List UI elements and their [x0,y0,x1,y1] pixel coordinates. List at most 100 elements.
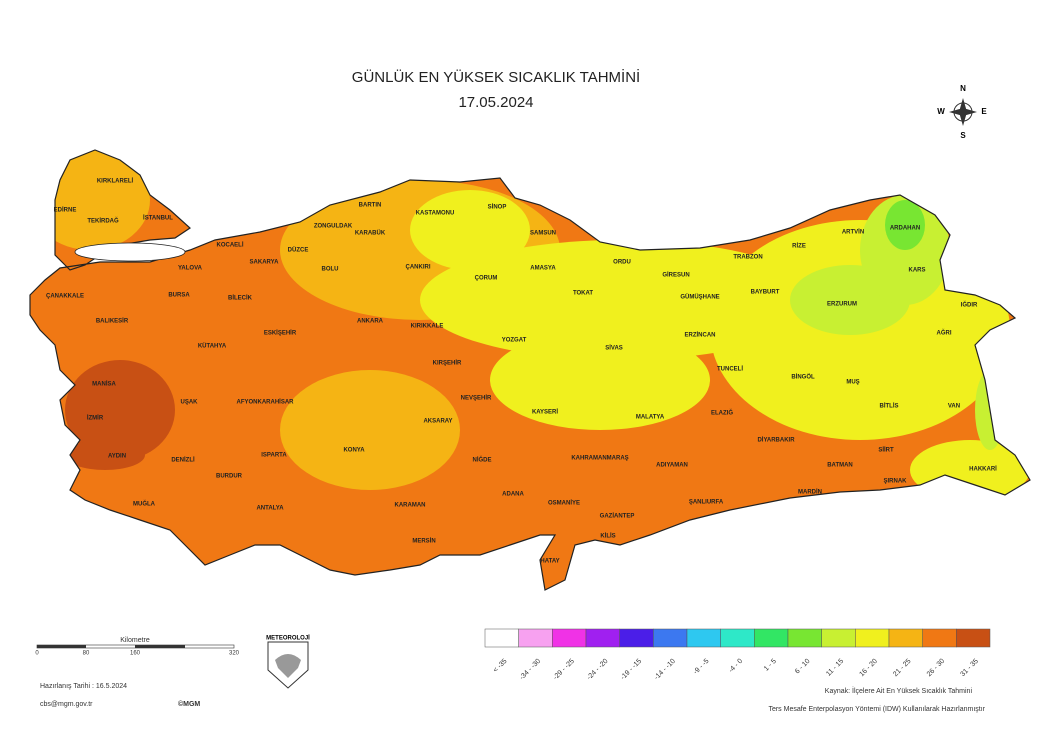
province-label: IĞDIR [961,301,978,309]
province-label: DÜZCE [288,247,309,254]
province-label: OSMANİYE [548,500,580,507]
province-label: BAYBURT [751,290,780,296]
legend-swatch [956,628,991,648]
legend-label: -14 - -10 [653,658,677,682]
email: cbs@mgm.gov.tr [40,701,93,708]
legend-swatch [754,628,789,648]
scale-bar: Kilometre 0 80 160 320 [35,637,239,657]
province-label: ESKİŞEHİR [264,330,297,337]
province-label: EDİRNE [54,207,77,214]
province-label: MANİSA [92,381,116,388]
province-label: TUNCELİ [717,366,743,373]
legend-swatch [619,628,654,648]
province-label: KIRŞEHİR [433,360,462,367]
prepared-date: Hazırlanış Tarihi : 16.5.2024 [40,683,127,690]
province-label: KAYSERİ [532,409,558,416]
compass-w: W [937,107,945,116]
compass-s: S [960,131,966,140]
province-label: NEVŞEHİR [461,395,492,402]
province-label: SİVAS [605,345,623,352]
province-label: ORDU [613,260,631,266]
province-label: SAKARYA [250,260,280,266]
province-label: TRABZON [733,255,762,261]
scale-unit: Kilometre [120,637,150,644]
province-label: KONYA [343,448,365,454]
province-label: HATAY [540,559,559,565]
legend-swatch [922,628,957,648]
legend-label: < -35 [492,658,508,674]
province-label: AFYONKARAHİSAR [237,399,295,406]
province-label: AYDIN [108,454,126,460]
province-label: KARS [908,268,925,274]
province-label: SİİRT [878,447,894,454]
temperature-map [29,149,1031,591]
map-date: 17.05.2024 [458,94,533,111]
legend-label: 16 - 20 [859,658,879,678]
province-label: GİRESUN [662,272,689,279]
province-label: BATMAN [827,463,853,469]
province-label: UŞAK [180,400,198,406]
legend-swatch [518,628,553,648]
province-label: BALIKESİR [96,318,129,325]
legend-swatch [821,628,856,648]
province-label: İZMİR [87,415,104,422]
province-label: ELAZIĞ [711,409,733,417]
province-label: ÇANAKKALE [46,294,84,300]
province-label: BİNGÖL [791,374,815,381]
province-label: TEKİRDAĞ [87,217,119,225]
legend-swatch [888,628,923,648]
province-label: ŞANLIURFA [689,500,724,506]
province-label: MALATYA [636,415,665,421]
province-label: HAKKARİ [969,466,997,473]
copyright: ©MGM [178,700,200,708]
province-label: ERZİNCAN [685,332,716,339]
legend: < -35 -34 - -30 -29 - -25 -24 - -20 -19 - -1… [484,628,991,682]
legend-label: 1 - 5 [763,658,778,673]
logo: METEOROLOJİ [266,635,310,689]
province-label: DENİZLİ [171,457,195,464]
province-label: MUŞ [846,380,859,386]
legend-swatch [720,628,755,648]
province-label: ARDAHAN [890,226,920,232]
province-label: VAN [948,404,960,410]
province-label: ISPARTA [261,453,287,459]
compass-e: E [981,107,987,116]
legend-label: -34 - -30 [519,658,543,682]
legend-swatch [653,628,688,648]
legend-label: 26 - 30 [926,658,946,678]
scale-label: 320 [229,651,240,657]
sea-of-marmara [74,242,186,262]
method-note: Ters Mesafe Enterpolasyon Yöntemi (IDW) … [768,706,985,713]
province-label: ARTVİN [842,229,864,236]
province-label: BURDUR [216,474,243,480]
province-label: GÜMÜŞHANE [680,294,719,301]
compass: N S E W [937,84,987,140]
province-label: KIRIKKALE [411,324,444,330]
province-label: ERZURUM [827,302,857,308]
compass-n: N [960,84,966,93]
province-label: MUĞLA [133,500,156,508]
province-label: BİTLİS [880,403,899,410]
legend-swatch [484,628,519,648]
province-label: ÇORUM [475,276,498,282]
province-label: KİLİS [600,533,615,540]
province-label: ÇANKIRI [406,265,431,271]
legend-swatch [686,628,721,648]
legend-label: -9 - -5 [692,658,710,676]
province-label: GAZİANTEP [600,513,635,520]
province-label: MARDİN [798,489,822,496]
province-label: MERSİN [412,538,435,545]
province-label: KOCAELİ [217,242,244,249]
province-label: ANKARA [357,319,384,325]
province-label: ZONGULDAK [314,224,353,230]
legend-label: -24 - -20 [586,658,610,682]
map-title: GÜNLÜK EN YÜKSEK SICAKLIK TAHMİNİ [352,68,640,86]
legend-label: 21 - 25 [892,658,912,678]
legend-label: 11 - 15 [825,658,845,678]
province-label: BİLECİK [228,295,253,302]
legend-swatch [585,628,620,648]
legend-label: -29 - -25 [552,658,576,682]
province-label: TOKAT [573,291,593,297]
province-label: BOLU [322,267,339,273]
